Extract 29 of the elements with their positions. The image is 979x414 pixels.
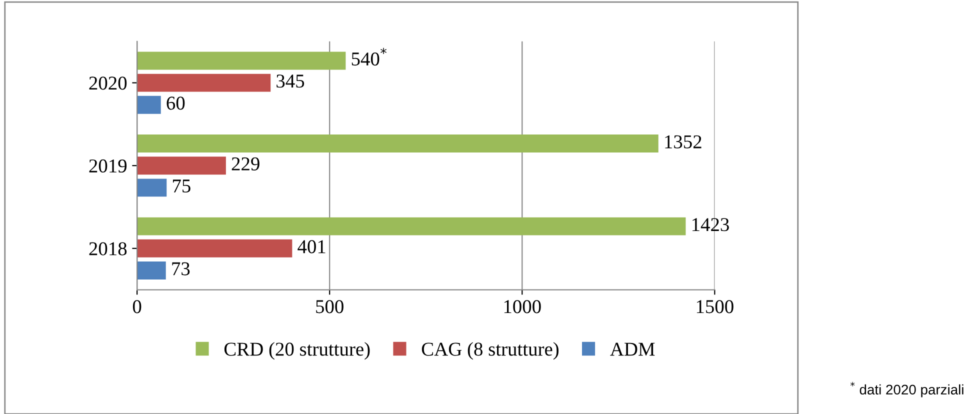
- x-tick-label: 500: [316, 300, 344, 314]
- data-label: 345: [276, 74, 304, 88]
- text: $^{*}$ dati 2020 parziali: [850, 382, 964, 398]
- bar: [137, 239, 292, 258]
- data-label: 229: [232, 157, 260, 170]
- data-label: 401: [298, 240, 326, 254]
- data-label: 1423: [692, 218, 729, 232]
- data-label: 73: [172, 262, 190, 276]
- bar: [137, 52, 346, 70]
- x-tick-label: 1000: [504, 300, 541, 314]
- bar: [137, 156, 226, 175]
- bar: [137, 178, 167, 197]
- data-label: 60: [166, 96, 185, 110]
- bar: [137, 217, 686, 236]
- x-tick-label: 0: [132, 300, 142, 314]
- data-label: 540$^{*}$: [352, 48, 387, 66]
- legend-label: CAG (8 strutture): [422, 342, 559, 360]
- x-tick-label: 1500: [696, 300, 734, 314]
- legend-label: CRD (20 strutture): [224, 342, 370, 360]
- bar: [137, 74, 271, 92]
- y-tick-label: 2019: [89, 159, 127, 173]
- bar: [137, 134, 658, 152]
- bar: [137, 262, 166, 280]
- y-tick-label: 2018: [89, 242, 127, 256]
- y-tick-label: 2020: [89, 76, 127, 90]
- bar: [137, 96, 161, 114]
- legend-label: ADM: [610, 342, 655, 356]
- data-label: 1352: [665, 135, 702, 148]
- data-label: 75: [173, 180, 190, 193]
